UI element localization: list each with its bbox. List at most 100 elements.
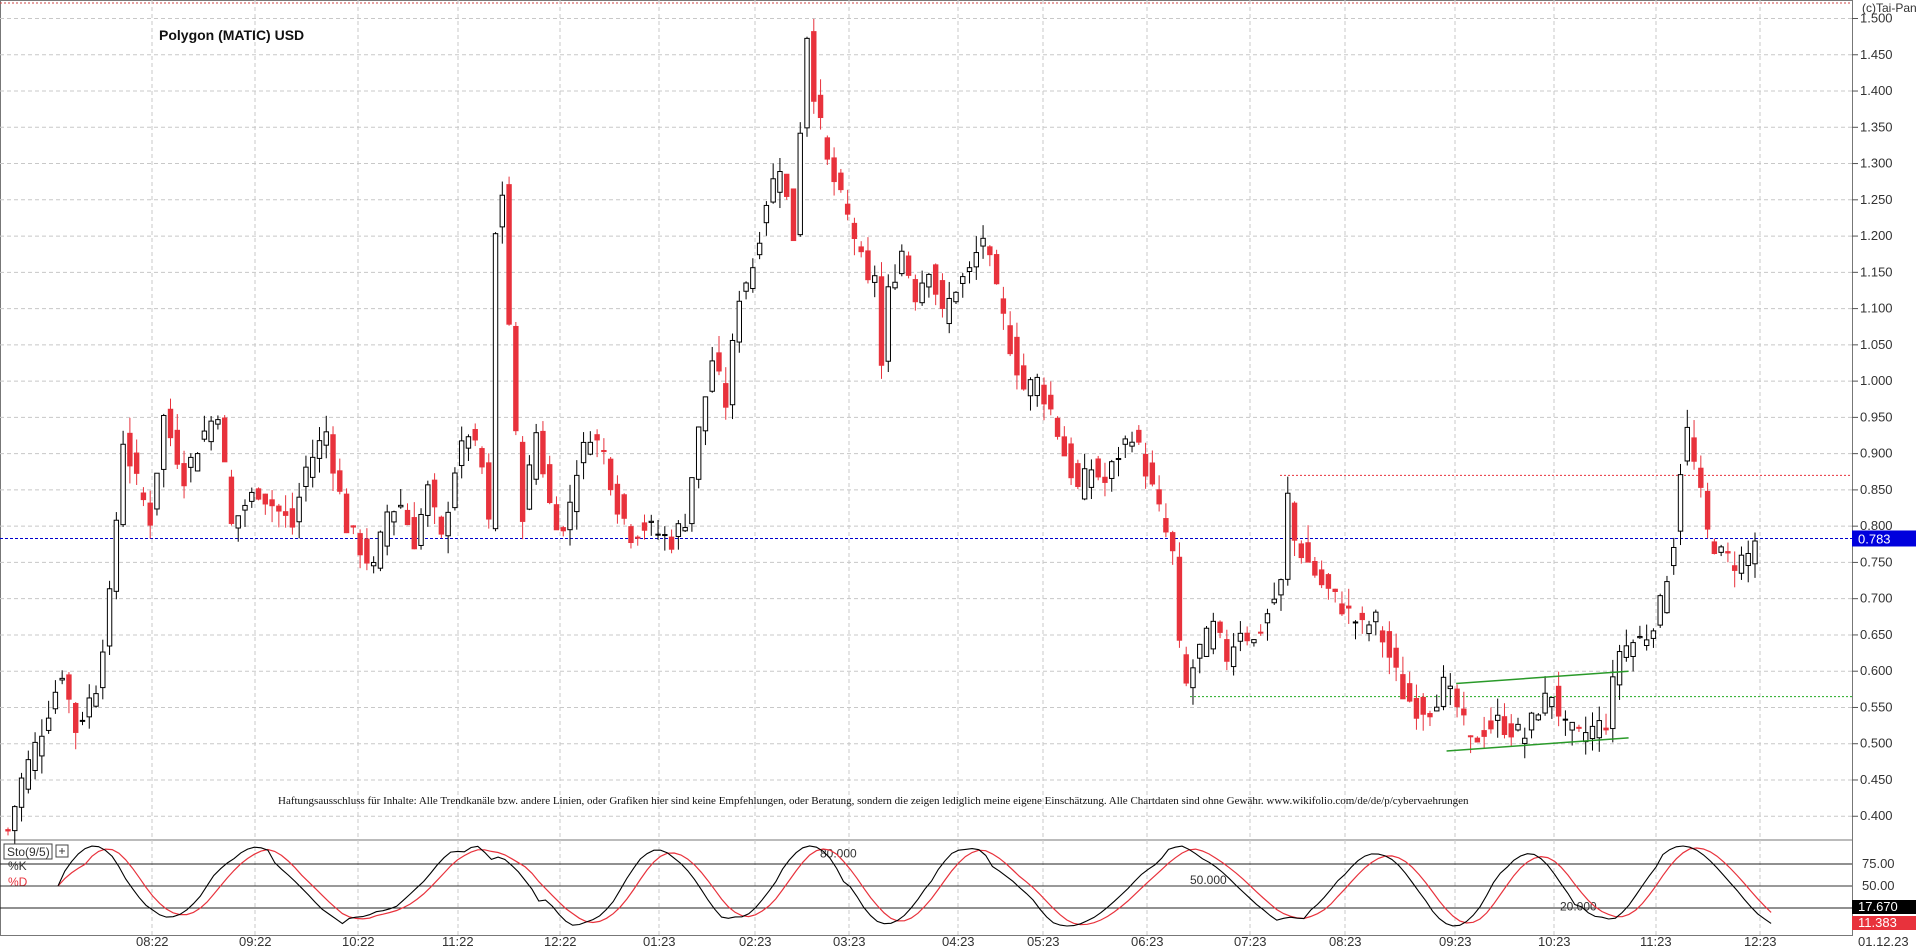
y-tick-label: 1.100 [1860, 301, 1893, 316]
bottom-date-label: 01.12.23 [1858, 934, 1909, 948]
chart-title: Polygon (MATIC) USD [159, 27, 304, 43]
candle-body [1318, 569, 1325, 586]
x-tick-label: 11:23 [1640, 934, 1672, 948]
candle-body [1427, 713, 1433, 718]
candle-body [1711, 541, 1718, 555]
candle-body [540, 430, 546, 475]
candle-body [1027, 379, 1034, 397]
candle-body [106, 588, 113, 647]
candle-body [1725, 551, 1731, 554]
candle-body [1522, 737, 1528, 744]
watermark: (c)Tai-Pan [1862, 1, 1916, 15]
candle-body [1671, 546, 1677, 567]
candle-body [1305, 542, 1311, 563]
candle-body [1000, 298, 1007, 314]
candle-body [567, 501, 573, 531]
y-tick-label: 0.600 [1860, 663, 1893, 678]
candle-body [458, 440, 465, 467]
candle-body [120, 443, 126, 526]
candle-body [817, 94, 824, 119]
candle-body [1576, 726, 1582, 729]
candle-body [1440, 676, 1447, 707]
candle-body [831, 157, 837, 183]
candle-body [1285, 492, 1291, 580]
candle-body [675, 523, 682, 537]
candle-body [878, 276, 885, 366]
candle-body [391, 511, 397, 523]
candle-body [1379, 630, 1386, 643]
candle-body [1203, 627, 1210, 657]
x-tick-label: 08:22 [136, 934, 169, 948]
candle-body [18, 777, 25, 808]
candle-body [45, 717, 52, 731]
candle-body [79, 719, 86, 722]
candle-body [1230, 646, 1237, 668]
candle-body [770, 178, 776, 203]
candle-body [1325, 574, 1332, 589]
y-tick-label: 1.200 [1860, 228, 1893, 243]
candle-body [86, 697, 92, 718]
candle-body [1738, 554, 1745, 574]
candle-body [188, 456, 194, 468]
y-tick-label: 0.850 [1860, 482, 1893, 497]
candle-body [858, 246, 864, 253]
candle-body [1637, 635, 1643, 639]
candle-body [1461, 708, 1467, 716]
candle-body [1041, 384, 1047, 405]
candle-body [1610, 676, 1616, 730]
candle-body [269, 499, 275, 507]
candle-body [743, 282, 749, 292]
candle-body [1535, 714, 1542, 721]
candle-body [1515, 723, 1521, 731]
candle-body [1650, 630, 1657, 639]
candle-body [1149, 462, 1156, 485]
candle-body [140, 492, 147, 501]
sto-legend-box [3, 843, 53, 860]
candle-body [1467, 735, 1474, 738]
osc-level-label: 20.000 [1560, 899, 1597, 913]
candle-body [93, 693, 99, 707]
candle-body [1176, 556, 1183, 641]
y-tick-label: 0.450 [1860, 772, 1893, 787]
x-tick-label: 10:23 [1538, 934, 1571, 948]
candle-body [411, 517, 417, 550]
candle-body [1569, 721, 1575, 731]
candle-body [1616, 651, 1623, 686]
candle-body [919, 282, 925, 304]
candle-body [52, 691, 59, 710]
candle-body [1386, 631, 1393, 658]
candle-body [553, 504, 560, 531]
candle-body [1501, 716, 1508, 735]
candle-body [1745, 552, 1751, 567]
y-tick-label: 0.900 [1860, 446, 1893, 461]
candle-body [804, 37, 810, 129]
candle-body [1718, 546, 1724, 553]
candle-body [601, 450, 607, 453]
candle-body [1048, 394, 1054, 410]
candle-body [1278, 579, 1284, 596]
candle-body [201, 430, 208, 440]
candle-body [1474, 737, 1481, 743]
candle-body [1704, 490, 1711, 530]
sto-title: Sto(9/5) [7, 845, 50, 859]
candle-body [59, 677, 65, 681]
candle-body [1406, 683, 1413, 702]
candle-body [614, 483, 621, 515]
candle-body [1115, 458, 1122, 461]
candle-body [844, 203, 851, 215]
y-tick-label: 0.650 [1860, 627, 1893, 642]
candle-body [960, 276, 966, 284]
candle-body [763, 204, 770, 224]
candle-body [1129, 441, 1135, 447]
candle-body [1251, 639, 1257, 644]
candle-body [276, 505, 282, 512]
candle-body [337, 470, 343, 492]
candle-body [777, 171, 783, 193]
candle-body [811, 31, 817, 102]
candle-body [1393, 647, 1399, 668]
candle-body [1122, 438, 1128, 445]
candle-body [966, 267, 973, 272]
x-tick-label: 06:23 [1131, 934, 1164, 948]
candle-body [709, 360, 715, 392]
